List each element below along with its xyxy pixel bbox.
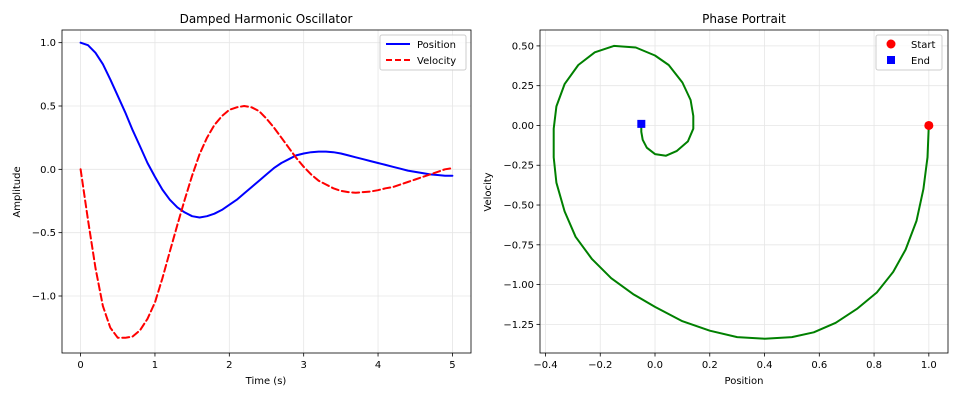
right-y-tick-label: −1.25 [503, 320, 534, 331]
left-ticks: 0 1 2 3 4 5 1.0 0.5 0.0 −0.5 −1.0 [32, 38, 456, 371]
right-chart-panel: Phase Portrait −0.4 −0.2 0.0 0.2 0.4 0.6 0.8 1.… [483, 12, 949, 387]
position-line [79, 41, 454, 219]
right-y-tick-label: −0.50 [503, 201, 534, 212]
right-x-tick-label: 1.0 [921, 360, 937, 371]
right-x-tick-label: 0.2 [702, 360, 718, 371]
right-y-tick-label: 0.00 [512, 121, 534, 132]
right-y-tick-label: 0.50 [512, 41, 534, 52]
right-x-tick-label: −0.2 [588, 360, 612, 371]
legend-velocity-label: Velocity [417, 56, 456, 67]
right-x-tick-label: 0.0 [647, 360, 663, 371]
left-x-tick-label: 1 [152, 360, 158, 371]
left-y-axis-label: Amplitude [12, 166, 23, 217]
left-x-tick-label: 5 [449, 360, 455, 371]
phase-trajectory-line [552, 44, 930, 340]
start-point [924, 120, 934, 130]
right-x-tick-label: 0.4 [757, 360, 773, 371]
legend-start-marker [886, 39, 896, 49]
right-x-tick-label: 0.6 [811, 360, 827, 371]
left-x-tick-label: 3 [300, 360, 306, 371]
right-y-tick-label: −1.00 [503, 280, 534, 291]
left-x-tick-label: 0 [77, 360, 83, 371]
velocity-line [79, 105, 454, 339]
right-x-axis-label: Position [725, 376, 764, 387]
right-x-tick-label: −0.4 [533, 360, 557, 371]
right-axes-frame [539, 29, 949, 354]
left-chart-panel: Damped Harmonic Oscillator 0 1 2 3 4 51.00.50… [12, 12, 472, 387]
left-y-tick-label: 1.0 [40, 38, 56, 49]
left-y-tick-label: −1.0 [32, 292, 56, 303]
right-series-lines [552, 44, 934, 340]
left-y-tick-label: 0.0 [40, 165, 56, 176]
legend-position-label: Position [417, 40, 456, 51]
right-y-axis-label: Velocity [483, 172, 494, 211]
left-x-tick-label: 4 [375, 360, 381, 371]
right-y-tick-label: −0.25 [503, 161, 534, 172]
right-chart-title: Phase Portrait [702, 12, 786, 26]
legend-end-label: End [911, 56, 930, 67]
end-point [637, 119, 646, 128]
left-y-tick-label: 0.5 [40, 102, 56, 113]
left-x-axis-label: Time (s) [245, 376, 287, 387]
right-ticks: −0.4 −0.2 0.0 0.2 0.4 0.6 0.8 1.0 0.50 0.25 0.00 −0… [503, 41, 936, 371]
left-x-tick-label: 2 [226, 360, 232, 371]
left-legend: Position Velocity [379, 34, 467, 71]
right-legend: Start End [875, 34, 943, 71]
right-grid [540, 30, 948, 353]
left-axes-frame [61, 29, 472, 354]
right-y-tick-label: −0.75 [503, 240, 534, 251]
left-chart-title: Damped Harmonic Oscillator [180, 12, 353, 26]
right-x-tick-label: 0.8 [866, 360, 882, 371]
left-series-lines [79, 41, 454, 339]
legend-start-label: Start [911, 40, 936, 51]
right-y-tick-label: 0.25 [512, 81, 534, 92]
legend-end-marker [887, 56, 895, 64]
left-y-tick-label: −0.5 [32, 228, 56, 239]
